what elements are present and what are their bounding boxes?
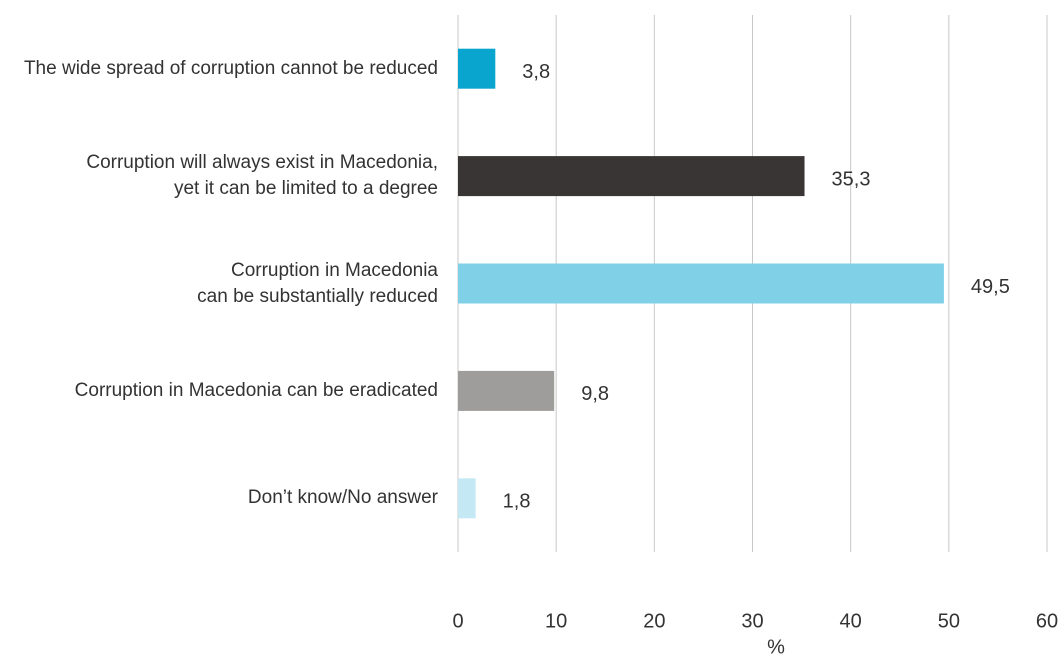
value-label: 9,8 [581,383,609,405]
x-tick-label: 20 [643,610,665,632]
x-axis-label: % [767,636,785,655]
value-label: 35,3 [832,168,871,190]
category-label: Corruption in Macedonia can be substanti… [197,259,438,307]
x-tick-label: 40 [840,610,862,632]
value-label: 3,8 [522,61,550,83]
bar [458,478,476,519]
category-label: Corruption in Macedonia can be eradicate… [74,379,438,401]
bar [458,48,496,89]
x-tick-label: 30 [741,610,763,632]
x-tick-label: 10 [545,610,567,632]
category-label: The wide spread of corruption cannot be … [23,57,438,79]
value-label: 1,8 [503,491,531,513]
x-tick-label: 60 [1036,610,1058,632]
value-label: 49,5 [971,276,1010,298]
x-tick-label: 0 [452,610,463,632]
category-label: Don’t know/No answer [247,487,438,509]
category-label: Corruption will always exist in Macedoni… [86,152,438,200]
x-tick-label: 50 [938,610,960,632]
bar [458,263,944,304]
bar [458,156,805,197]
bar [458,370,555,411]
